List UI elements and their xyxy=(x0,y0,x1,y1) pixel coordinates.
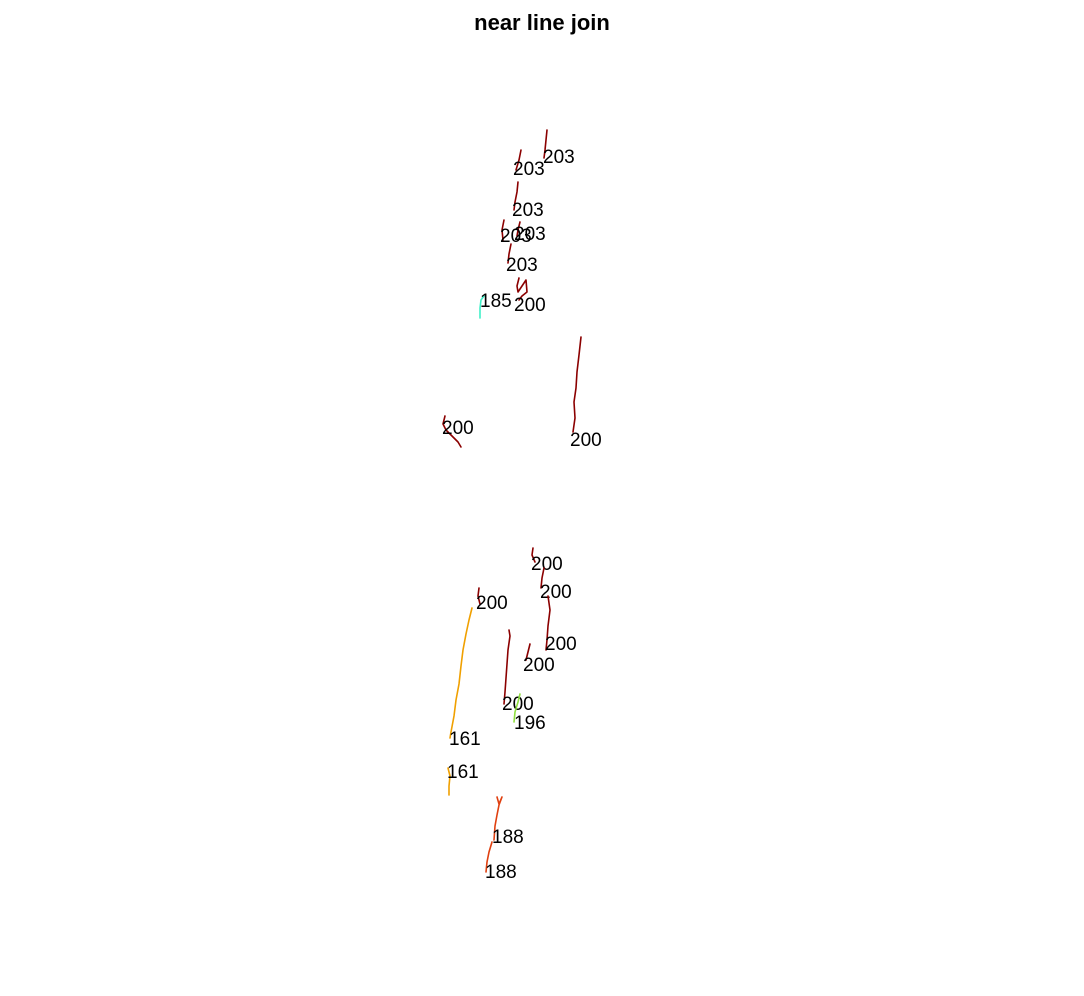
segment-label: 161 xyxy=(447,762,479,783)
segment-203-e: 203 xyxy=(500,219,532,247)
segment-label: 200 xyxy=(531,554,563,575)
segment-200-d: 200 xyxy=(531,547,563,575)
segment-203-f: 203 xyxy=(506,243,538,276)
segment-label: 161 xyxy=(449,729,481,750)
plot-title: near line join xyxy=(474,10,610,35)
segment-203-b: 203 xyxy=(513,149,545,180)
segment-200-g: 200 xyxy=(545,595,577,655)
segment-188-b: 188 xyxy=(485,841,517,883)
segment-label: 185 xyxy=(480,291,512,312)
segment-label: 188 xyxy=(485,862,517,883)
segment-label: 196 xyxy=(514,713,546,734)
segment-label: 200 xyxy=(540,582,572,603)
segment-200-f: 200 xyxy=(476,587,508,614)
segment-203-a: 203 xyxy=(543,129,575,168)
segment-200-c: 200 xyxy=(570,336,602,451)
segment-label: 200 xyxy=(570,430,602,451)
segment-label: 200 xyxy=(545,634,577,655)
segment-161-a: 161 xyxy=(449,607,481,750)
segment-203-c: 203 xyxy=(512,181,544,221)
segment-label: 203 xyxy=(513,159,545,180)
segment-200-b: 200 xyxy=(442,415,474,448)
segment-161-b: 161 xyxy=(447,762,479,796)
segment-200-a: 200 xyxy=(514,277,546,316)
segment-label: 188 xyxy=(492,827,524,848)
segment-185: 185 xyxy=(479,291,512,319)
segment-label: 203 xyxy=(512,200,544,221)
segment-203-d: 203 xyxy=(514,221,546,245)
segment-label: 200 xyxy=(476,593,508,614)
segment-label: 200 xyxy=(523,655,555,676)
segment-200-h: 200 xyxy=(523,643,555,676)
segment-label: 200 xyxy=(514,295,546,316)
segment-label: 203 xyxy=(506,255,538,276)
segment-label: 200 xyxy=(442,418,474,439)
segment-188-a: 188 xyxy=(492,796,524,848)
segment-196: 196 xyxy=(513,693,546,734)
segment-label: 203 xyxy=(543,147,575,168)
segment-label: 203 xyxy=(514,224,546,245)
segment-label: 203 xyxy=(500,226,532,247)
